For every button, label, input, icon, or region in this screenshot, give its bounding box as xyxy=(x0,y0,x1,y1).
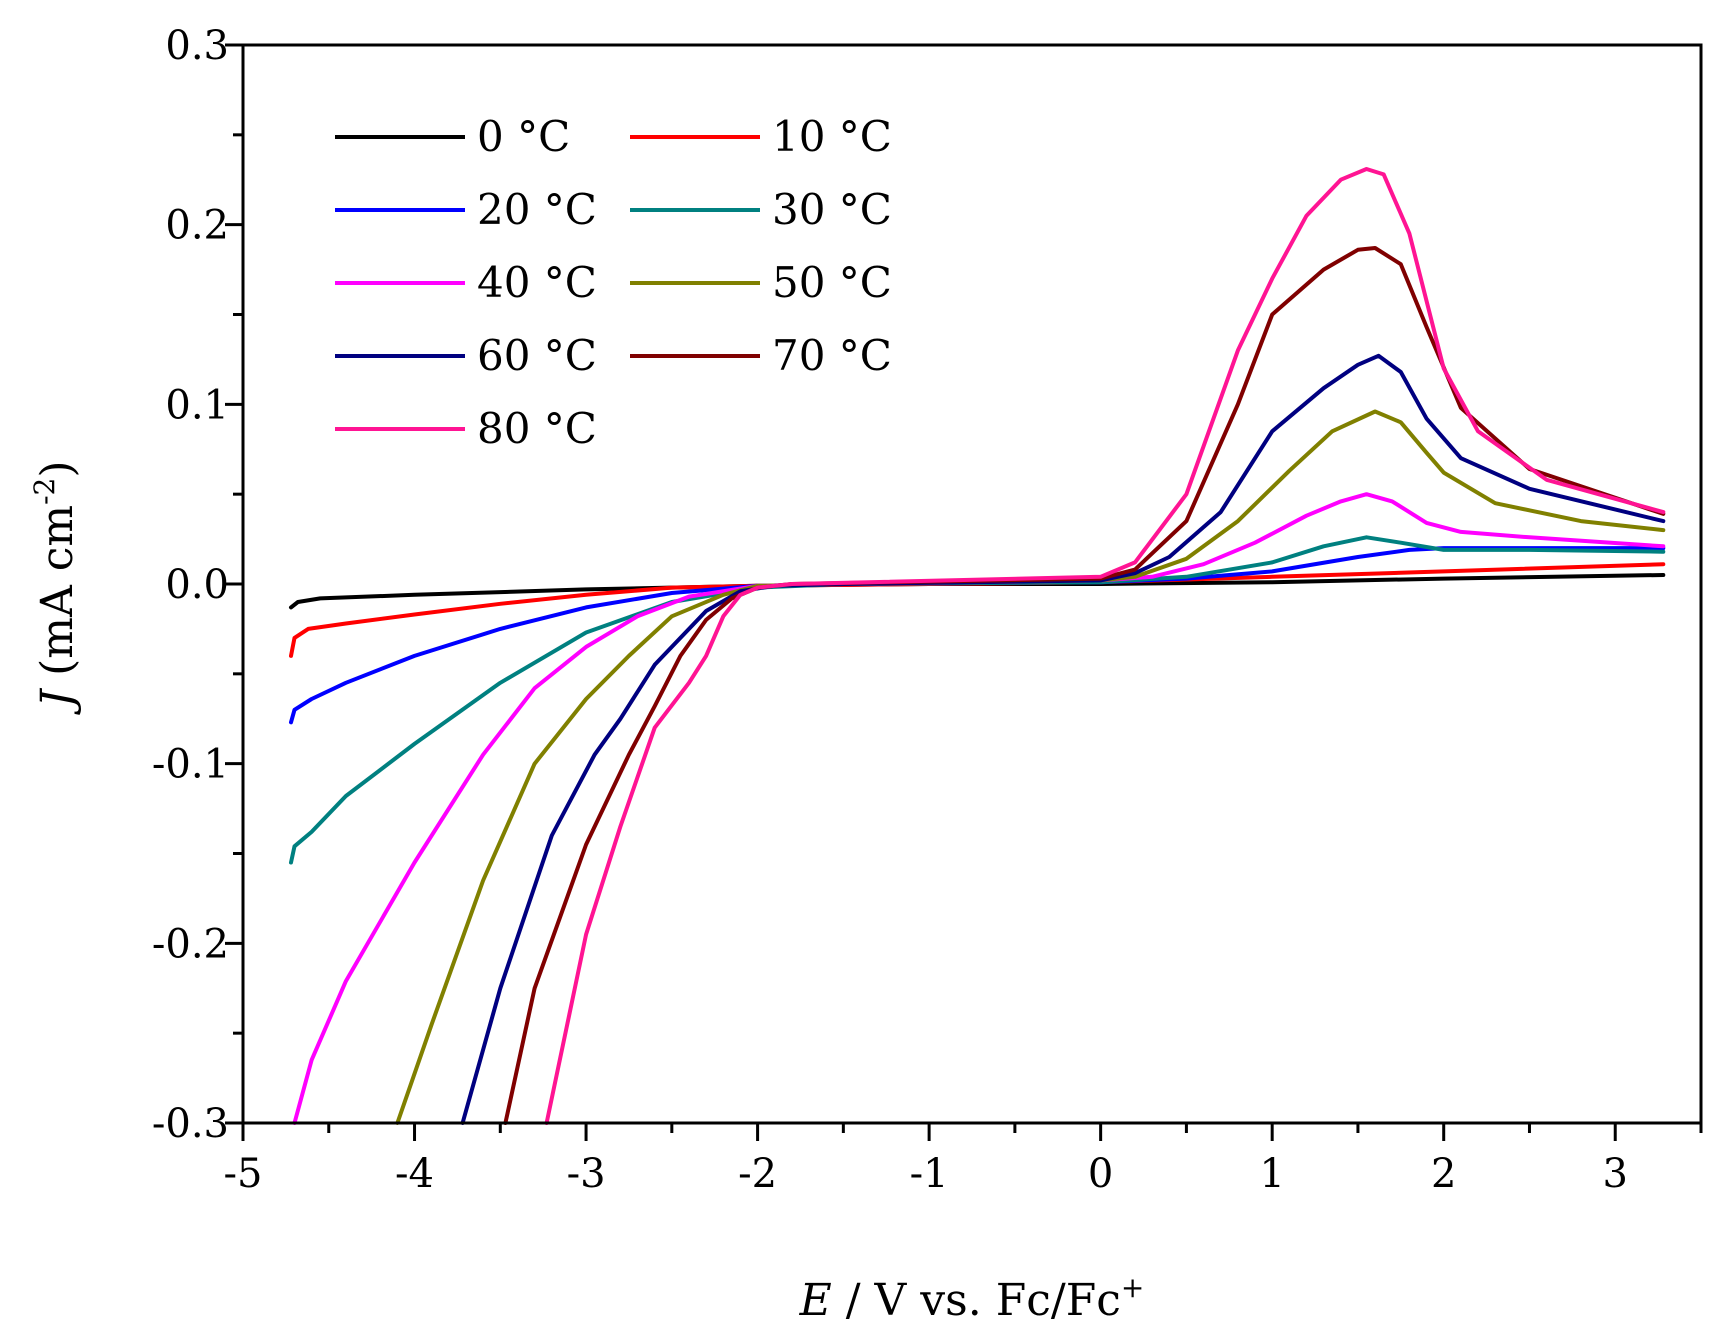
x-axis: -5 -4 -3 -2 -1 0 1 2 3 xyxy=(224,1123,1703,1197)
y-tick-label: -0.1 xyxy=(152,742,229,788)
x-tick-label: 2 xyxy=(1431,1151,1456,1197)
x-tick-label: 0 xyxy=(1088,1151,1113,1197)
legend-label: 60 °C xyxy=(477,331,597,380)
series-line-6 xyxy=(460,353,1666,1125)
y-axis-title-sup: -2 xyxy=(28,478,61,505)
y-tick-label: 0.1 xyxy=(165,382,229,428)
x-tick-label: -3 xyxy=(567,1151,606,1197)
series-line-8 xyxy=(544,167,1666,1125)
legend-label: 80 °C xyxy=(477,404,597,453)
y-tick-label: 0.3 xyxy=(165,23,229,69)
y-axis-title-italic: J xyxy=(32,688,83,716)
y-axis-title: J (mA cm-2) xyxy=(28,460,83,715)
y-axis-title-close: ) xyxy=(32,460,83,477)
y-tick-label: -0.2 xyxy=(152,921,229,967)
x-tick-label: -2 xyxy=(738,1151,777,1197)
legend-label: 10 °C xyxy=(772,112,892,161)
series-line-3 xyxy=(289,535,1666,865)
y-tick-label: -0.3 xyxy=(152,1101,229,1147)
y-axis: -0.3 -0.2 -0.1 0.0 0.1 0.2 0.3 xyxy=(152,23,243,1147)
x-axis-title-sup: + xyxy=(1121,1271,1144,1304)
x-tick-label: -5 xyxy=(224,1151,263,1197)
y-tick-label: 0.2 xyxy=(165,203,229,249)
series-line-4 xyxy=(292,492,1666,1125)
legend: 0 °C 10 °C 20 °C 30 °C 40 °C 50 °C 60 °C 70 °C 8… xyxy=(335,112,892,453)
x-tick-label: 1 xyxy=(1259,1151,1284,1197)
legend-label: 0 °C xyxy=(477,112,570,161)
series-layer xyxy=(289,167,1666,1125)
legend-label: 40 °C xyxy=(477,258,597,307)
x-tick-label: -1 xyxy=(910,1151,949,1197)
x-axis-title-text: / V vs. Fc/Fc xyxy=(832,1275,1121,1326)
y-tick-label: 0.0 xyxy=(165,562,229,608)
legend-label: 50 °C xyxy=(772,258,892,307)
x-axis-title-italic: E xyxy=(799,1275,832,1326)
series-line-7 xyxy=(503,246,1666,1125)
series-line-2 xyxy=(289,546,1666,725)
x-tick-label: -4 xyxy=(395,1151,434,1197)
y-axis-title-text: (mA cm xyxy=(32,505,83,690)
legend-label: 30 °C xyxy=(772,185,892,234)
legend-label: 70 °C xyxy=(772,331,892,380)
x-tick-label: 3 xyxy=(1603,1151,1628,1197)
series-line-5 xyxy=(395,409,1666,1125)
series-line-1 xyxy=(289,562,1666,658)
legend-label: 20 °C xyxy=(477,185,597,234)
x-axis-title: E / V vs. Fc/Fc+ xyxy=(799,1271,1145,1326)
